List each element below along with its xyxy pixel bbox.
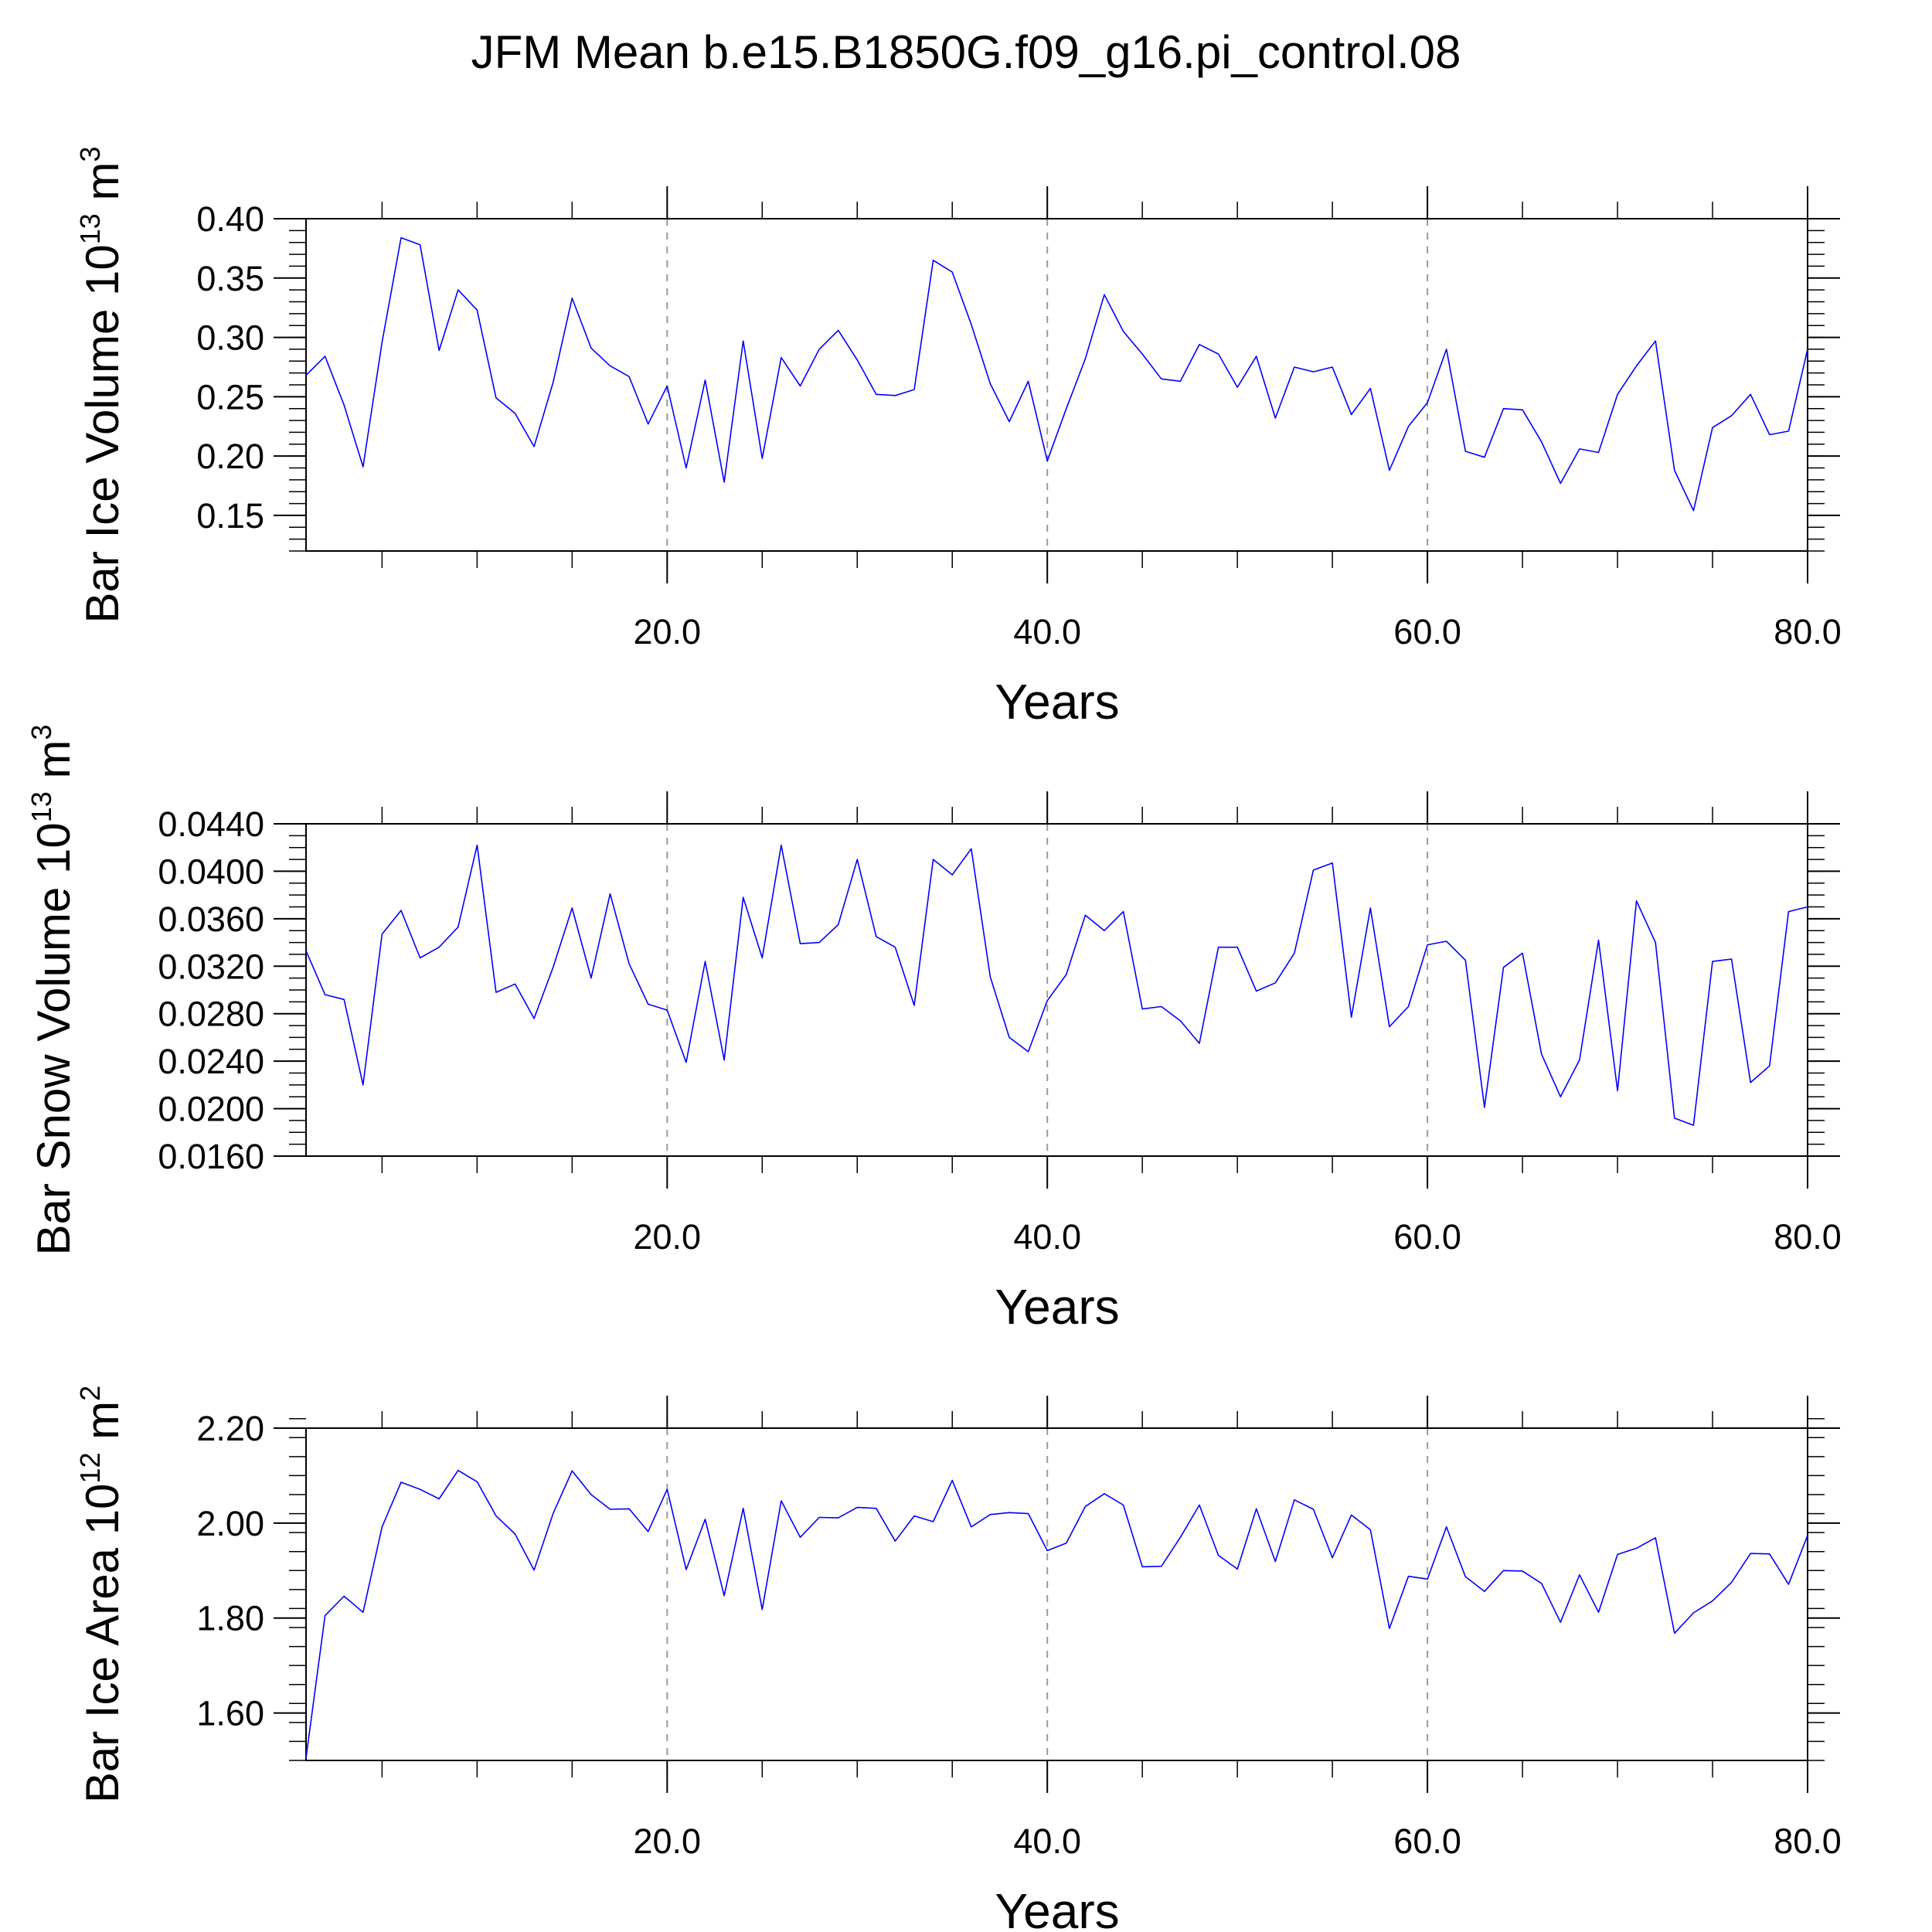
ice-volume-y-tick-label: 0.15 <box>196 496 264 536</box>
snow-volume-panel: 0.0160 0.0200 0.0240 0.0280 0.0320 0.0360 0.04… <box>26 724 1842 1335</box>
snow-volume-x-tick-label: 80.0 <box>1774 1217 1842 1257</box>
ice-area-series-line <box>305 1469 1808 1759</box>
ice-volume-x-axis-title: Years <box>995 674 1119 730</box>
ice-volume-x-tick-label: 40.0 <box>1013 612 1081 651</box>
ice-area-y-tick-label: 2.20 <box>196 1409 264 1448</box>
ice-area-x-tick-label: 80.0 <box>1774 1821 1842 1861</box>
ice-volume-y-tick-label: 0.35 <box>196 259 264 298</box>
ice-volume-series-line <box>305 236 1808 512</box>
figure-title: JFM Mean b.e15.B1850G.f09_g16.pi_control… <box>471 26 1461 78</box>
snow-volume-plot-frame <box>305 823 1808 1157</box>
ice-volume-y-tick-label: 0.20 <box>196 437 264 476</box>
ice-area-y-tick-label: 1.80 <box>196 1599 264 1638</box>
ice-area-plot-frame <box>305 1427 1808 1761</box>
snow-volume-y-tick-label: 0.0280 <box>158 995 264 1034</box>
snow-volume-y-tick-label: 0.0200 <box>158 1090 264 1129</box>
ice-volume-y-tick-label: 0.25 <box>196 377 264 417</box>
ice-volume-x-tick-label: 20.0 <box>634 612 702 651</box>
ice-area-x-tick-label: 20.0 <box>634 1821 702 1861</box>
ice-volume-y-tick-label: 0.40 <box>196 199 264 239</box>
ice-area-x-tick-label: 40.0 <box>1013 1821 1081 1861</box>
snow-volume-y-tick-label: 0.0240 <box>158 1042 264 1081</box>
snow-volume-y-tick-label: 0.0440 <box>158 804 264 844</box>
ice-area-y-tick-label: 2.00 <box>196 1504 264 1543</box>
snow-volume-x-tick-label: 60.0 <box>1393 1217 1461 1257</box>
snow-volume-x-axis-title: Years <box>995 1279 1119 1335</box>
ice-area-x-tick-label: 60.0 <box>1393 1821 1461 1861</box>
snow-volume-y-tick-label: 0.0360 <box>158 900 264 939</box>
ice-area-x-axis-title: Years <box>995 1883 1119 1932</box>
snow-volume-x-tick-label: 40.0 <box>1013 1217 1081 1257</box>
snow-volume-y-tick-label: 0.0160 <box>158 1137 264 1176</box>
ice-volume-y-tick-label: 0.30 <box>196 318 264 358</box>
ice-area-y-axis-title: Bar Ice Area 1012 m2 <box>74 1386 128 1803</box>
snow-volume-y-tick-label: 0.0400 <box>158 852 264 891</box>
ice-area-panel: 1.60 1.80 2.00 2.20 20.0 40.0 60.0 80.0 Years Bar… <box>74 1386 1842 1932</box>
ice-volume-y-axis-title: Bar Ice Volume 1013 m3 <box>74 146 128 623</box>
ice-volume-plot-frame <box>305 218 1808 552</box>
ice-area-y-tick-label: 1.60 <box>196 1694 264 1733</box>
snow-volume-y-axis-title: Bar Snow Volume 1013 m3 <box>26 724 80 1255</box>
panels: 0.15 0.20 0.25 0.30 0.35 0.40 20.0 40.0 60.0 80.0… <box>26 146 1842 1932</box>
snow-volume-x-tick-label: 20.0 <box>634 1217 702 1257</box>
snow-volume-series-line <box>305 844 1808 1126</box>
ice-volume-panel: 0.15 0.20 0.25 0.30 0.35 0.40 20.0 40.0 60.0 80.0… <box>74 146 1842 730</box>
snow-volume-y-tick-label: 0.0320 <box>158 947 264 986</box>
ice-volume-x-tick-label: 60.0 <box>1393 612 1461 651</box>
ice-volume-x-tick-label: 80.0 <box>1774 612 1842 651</box>
